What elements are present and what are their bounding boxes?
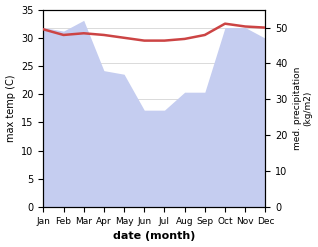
- Y-axis label: med. precipitation
(kg/m2): med. precipitation (kg/m2): [293, 67, 313, 150]
- Y-axis label: max temp (C): max temp (C): [5, 75, 16, 142]
- X-axis label: date (month): date (month): [113, 231, 196, 242]
